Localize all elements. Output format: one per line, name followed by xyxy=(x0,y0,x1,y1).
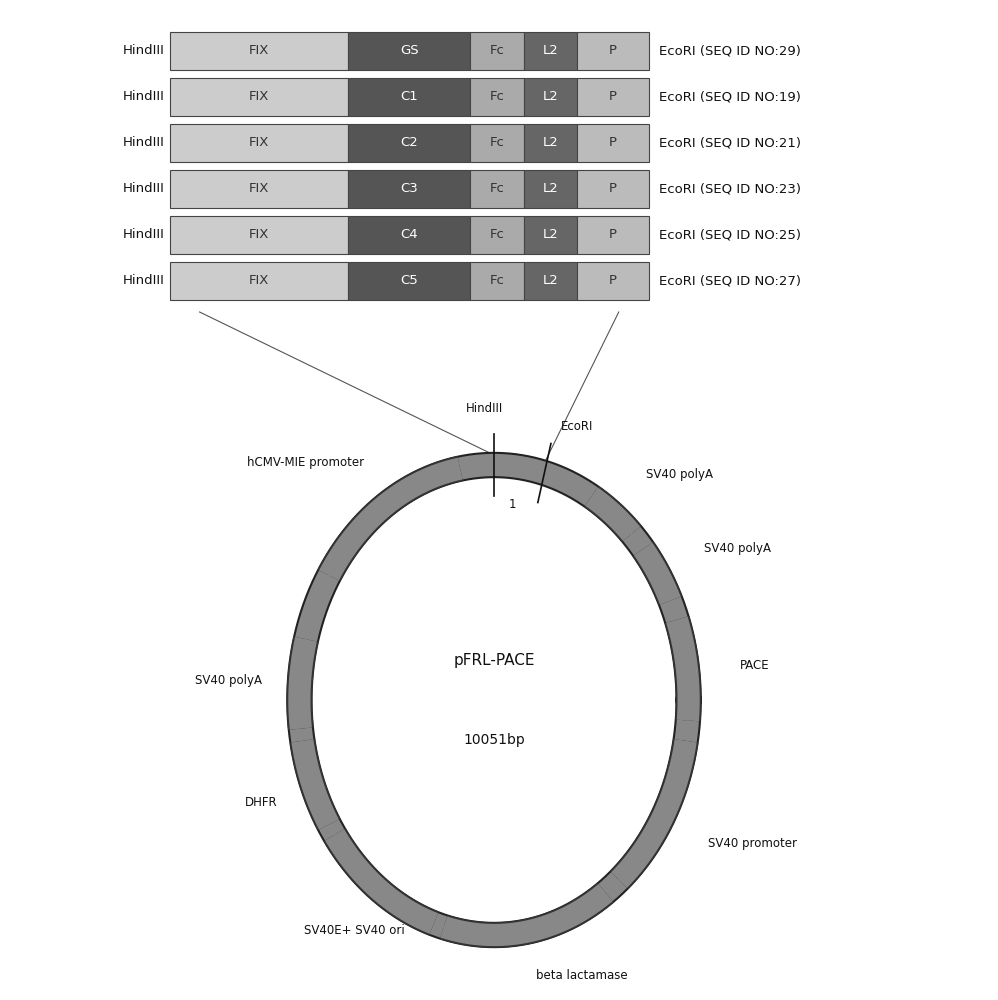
Text: HindIII: HindIII xyxy=(123,274,165,287)
Text: Fc: Fc xyxy=(489,91,504,104)
Text: EcoRI (SEQ ID NO:25): EcoRI (SEQ ID NO:25) xyxy=(659,229,800,241)
Text: C1: C1 xyxy=(400,91,418,104)
Bar xyxy=(577,262,649,300)
Text: FIX: FIX xyxy=(249,44,269,57)
Text: SV40 polyA: SV40 polyA xyxy=(196,674,262,687)
Text: EcoRI (SEQ ID NO:29): EcoRI (SEQ ID NO:29) xyxy=(659,44,800,57)
Text: L2: L2 xyxy=(543,91,558,104)
Bar xyxy=(577,216,649,254)
Text: Fc: Fc xyxy=(489,136,504,149)
Bar xyxy=(170,262,348,300)
Text: hCMV-MIE promoter: hCMV-MIE promoter xyxy=(247,456,364,469)
Text: EcoRI (SEQ ID NO:19): EcoRI (SEQ ID NO:19) xyxy=(659,91,800,104)
Text: Fc: Fc xyxy=(489,229,504,241)
Bar xyxy=(470,78,524,116)
Text: beta lactamase: beta lactamase xyxy=(536,969,628,982)
Text: HindIII: HindIII xyxy=(123,91,165,104)
Text: pFRL-PACE: pFRL-PACE xyxy=(453,653,535,668)
Text: EcoRI (SEQ ID NO:27): EcoRI (SEQ ID NO:27) xyxy=(659,274,800,287)
Text: EcoRI (SEQ ID NO:21): EcoRI (SEQ ID NO:21) xyxy=(659,136,800,149)
Text: FIX: FIX xyxy=(249,91,269,104)
Text: SV40 promoter: SV40 promoter xyxy=(709,837,797,850)
Bar xyxy=(348,262,470,300)
Text: L2: L2 xyxy=(543,274,558,287)
Text: P: P xyxy=(609,91,617,104)
Text: L2: L2 xyxy=(543,229,558,241)
Text: C5: C5 xyxy=(400,274,418,287)
Bar xyxy=(524,216,577,254)
Text: Fc: Fc xyxy=(489,44,504,57)
Text: PACE: PACE xyxy=(740,659,769,672)
Bar xyxy=(170,216,348,254)
Bar xyxy=(577,78,649,116)
Text: DHFR: DHFR xyxy=(245,796,277,809)
Text: Fc: Fc xyxy=(489,274,504,287)
Bar xyxy=(170,124,348,162)
Bar xyxy=(524,78,577,116)
Bar xyxy=(348,124,470,162)
Text: SV40 polyA: SV40 polyA xyxy=(647,468,714,481)
Text: C3: C3 xyxy=(400,182,418,196)
Bar xyxy=(348,216,470,254)
Bar xyxy=(577,124,649,162)
Bar xyxy=(470,262,524,300)
Bar xyxy=(348,32,470,70)
Text: SV40E+ SV40 ori: SV40E+ SV40 ori xyxy=(304,924,405,937)
Bar xyxy=(524,170,577,208)
Text: HindIII: HindIII xyxy=(123,136,165,149)
Text: P: P xyxy=(609,229,617,241)
Text: FIX: FIX xyxy=(249,274,269,287)
Text: HindIII: HindIII xyxy=(123,44,165,57)
Text: L2: L2 xyxy=(543,44,558,57)
Text: Fc: Fc xyxy=(489,182,504,196)
Text: HindIII: HindIII xyxy=(123,182,165,196)
Text: L2: L2 xyxy=(543,182,558,196)
Text: SV40 polyA: SV40 polyA xyxy=(704,542,770,555)
Text: HindIII: HindIII xyxy=(123,229,165,241)
Text: C4: C4 xyxy=(400,229,418,241)
Text: EcoRI: EcoRI xyxy=(561,420,593,433)
Text: FIX: FIX xyxy=(249,182,269,196)
Text: GS: GS xyxy=(400,44,418,57)
Bar xyxy=(170,32,348,70)
Bar xyxy=(470,124,524,162)
Bar xyxy=(348,78,470,116)
Bar xyxy=(470,170,524,208)
Text: FIX: FIX xyxy=(249,229,269,241)
Text: P: P xyxy=(609,274,617,287)
Bar xyxy=(170,78,348,116)
Text: 1: 1 xyxy=(508,498,516,511)
Bar xyxy=(524,32,577,70)
Bar xyxy=(524,262,577,300)
Text: P: P xyxy=(609,44,617,57)
Bar xyxy=(470,216,524,254)
Text: P: P xyxy=(609,136,617,149)
Bar xyxy=(524,124,577,162)
Bar xyxy=(170,170,348,208)
Text: C2: C2 xyxy=(400,136,418,149)
Bar xyxy=(577,32,649,70)
Text: HindIII: HindIII xyxy=(465,402,503,415)
Text: EcoRI (SEQ ID NO:23): EcoRI (SEQ ID NO:23) xyxy=(659,182,800,196)
Text: P: P xyxy=(609,182,617,196)
Text: L2: L2 xyxy=(543,136,558,149)
Text: FIX: FIX xyxy=(249,136,269,149)
Bar xyxy=(577,170,649,208)
Text: 10051bp: 10051bp xyxy=(463,733,525,747)
Bar xyxy=(470,32,524,70)
Bar xyxy=(348,170,470,208)
